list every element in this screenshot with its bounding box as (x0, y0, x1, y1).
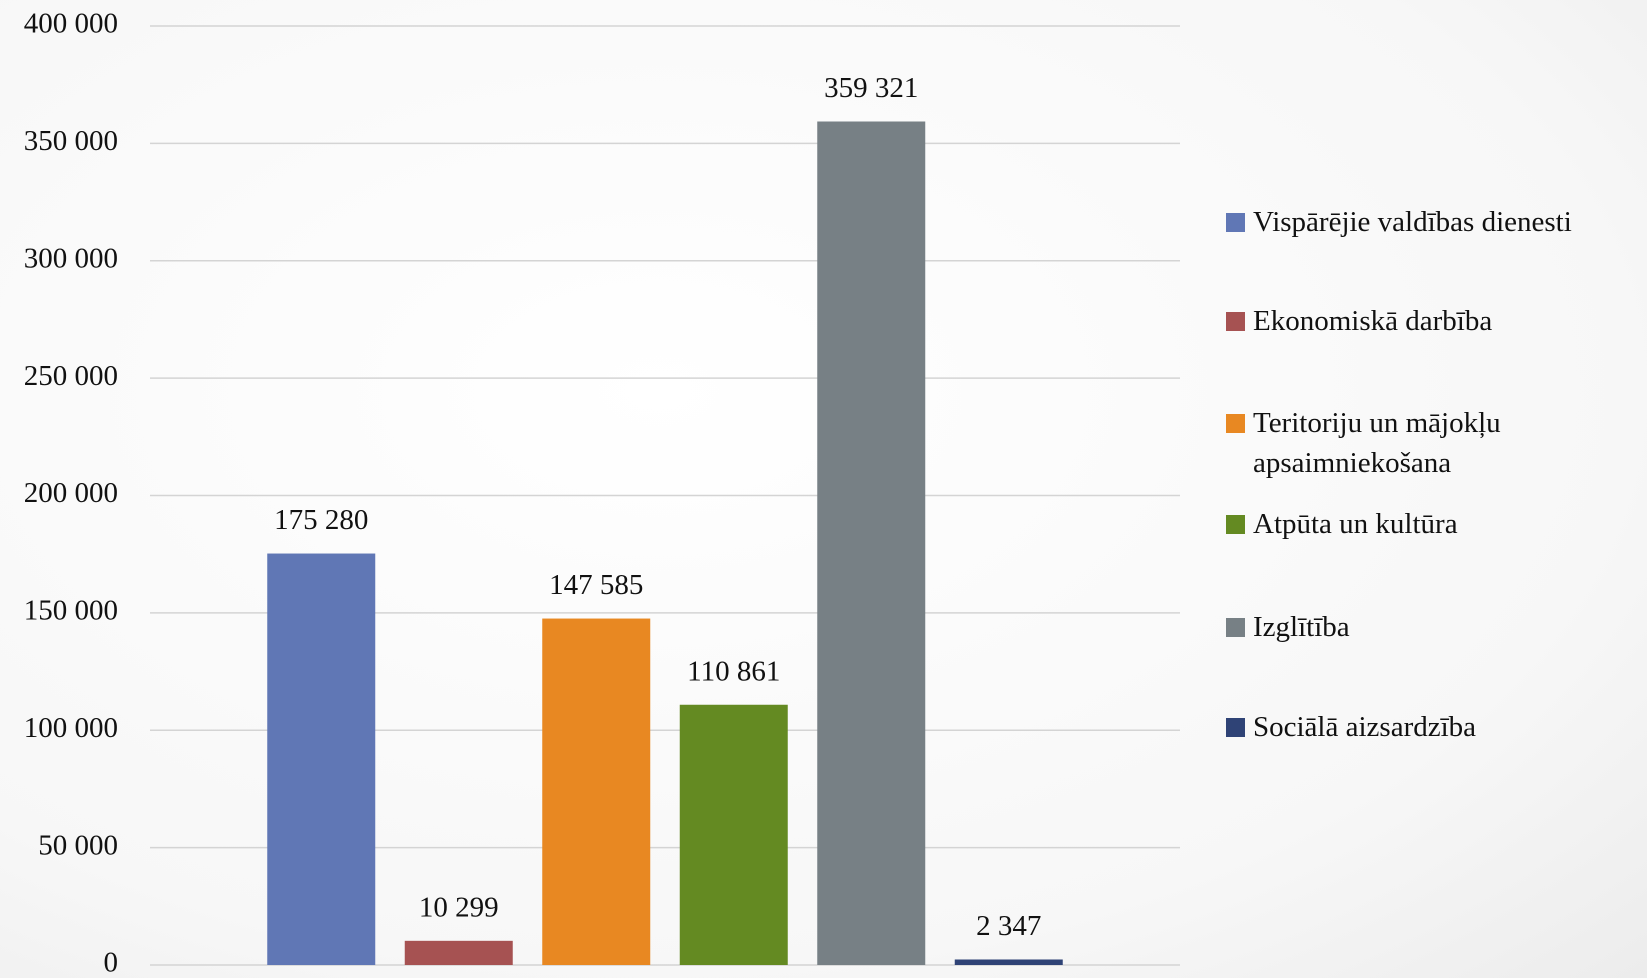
legend-label: Teritoriju un mājokļu apsaimniekošana (1253, 407, 1501, 479)
bar (954, 959, 1063, 965)
legend-swatch (1226, 312, 1245, 331)
legend-swatch (1226, 618, 1245, 637)
y-tick-label: 350 000 (24, 125, 118, 157)
data-label: 2 347 (976, 910, 1041, 942)
y-tick-label: 300 000 (24, 242, 118, 274)
bar (817, 121, 926, 965)
legend-label: Atpūta un kultūra (1253, 508, 1458, 540)
legend-label: Izglītība (1253, 611, 1350, 643)
legend-label: Sociālā aizsardzība (1253, 711, 1477, 743)
legend-swatch (1226, 515, 1245, 534)
legend-item: Sociālā aizsardzība (1226, 707, 1646, 747)
legend-item: Izglītība (1226, 607, 1646, 647)
y-tick-label: 250 000 (24, 360, 118, 392)
legend-item: Ekonomiskā darbība (1226, 301, 1646, 341)
y-tick-label: 200 000 (24, 477, 118, 509)
legend-item: Atpūta un kultūra (1226, 504, 1646, 544)
legend-swatch (1226, 213, 1245, 232)
legend-swatch (1226, 718, 1245, 737)
y-tick-label: 400 000 (24, 8, 118, 40)
data-label: 10 299 (419, 891, 499, 923)
y-tick-label: 50 000 (38, 829, 118, 861)
data-label: 110 861 (687, 655, 780, 687)
bar (404, 940, 513, 965)
legend-item: Teritoriju un mājokļu apsaimniekošana (1226, 403, 1646, 483)
legend-label: Vispārējie valdības dienesti (1253, 206, 1572, 238)
y-tick-label: 100 000 (24, 712, 118, 744)
bar (542, 618, 651, 965)
y-tick-label: 150 000 (24, 595, 118, 627)
legend-item: Vispārējie valdības dienesti (1226, 202, 1646, 242)
legend-label: Ekonomiskā darbība (1253, 305, 1493, 337)
data-label: 175 280 (274, 504, 368, 536)
data-label: 147 585 (549, 569, 643, 601)
data-label: 359 321 (824, 72, 918, 104)
y-tick-label: 0 (104, 947, 119, 978)
legend-swatch (1226, 414, 1245, 433)
bar (679, 704, 788, 965)
bar (267, 553, 376, 965)
